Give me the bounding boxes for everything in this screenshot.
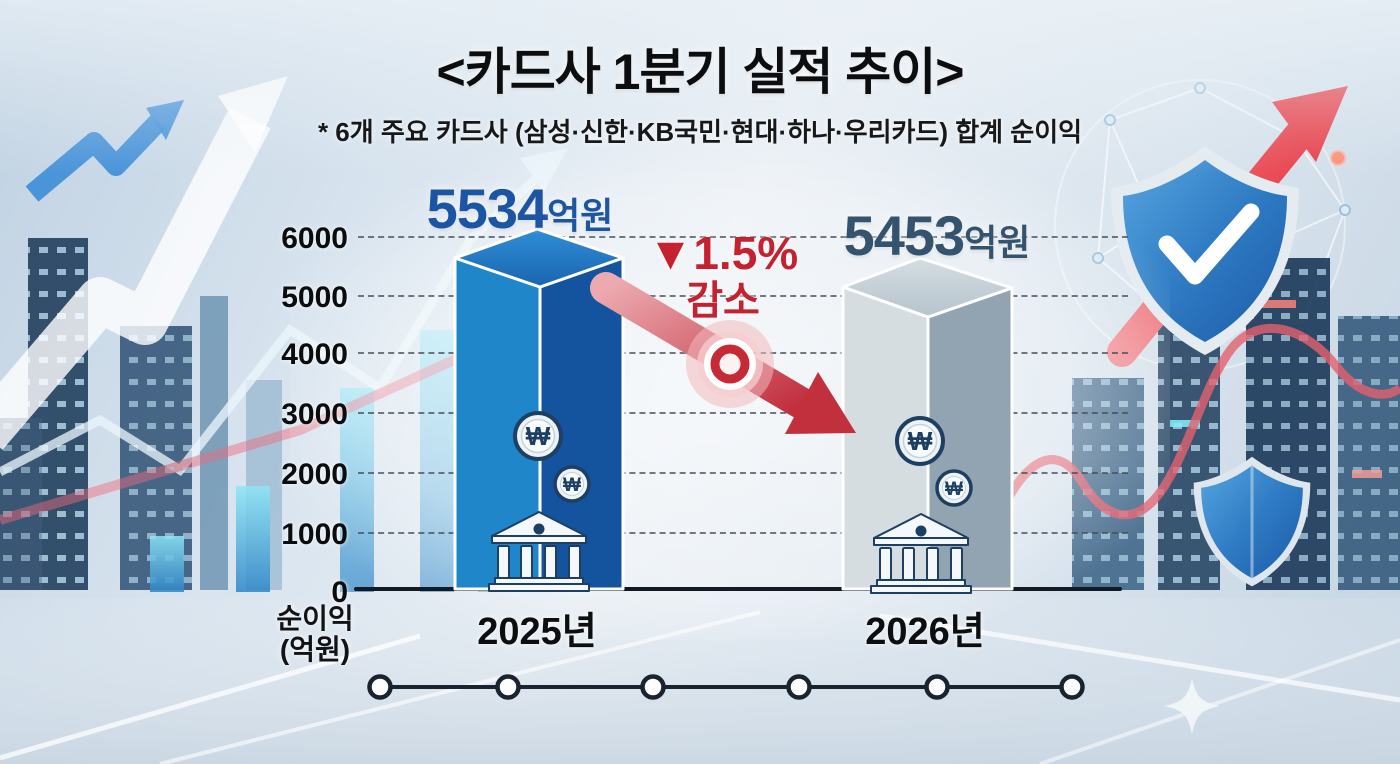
down-triangle-icon: ▼ [647,227,694,279]
value-label-2025: 5534억원 [370,176,670,241]
ytick-4000: 4000 [281,338,348,371]
gridline-6000 [358,236,1128,238]
won-coin-icon: ₩ [553,465,591,503]
timeline-node [640,674,666,700]
decrease-label: 감소 [686,278,760,323]
ytick-0: 0 [331,576,348,609]
timeline-node [367,674,393,700]
category-label-2025: 2025년 [477,611,597,653]
ytick-6000: 6000 [281,222,348,255]
won-coin-icon: ₩ [935,469,973,507]
ytick-5000: 5000 [281,281,348,314]
gridline-2000 [358,472,1128,474]
y-axis-unit-line1: 순이익 [276,603,354,634]
bar-2025 [453,227,625,591]
value-2025: 5534 [426,177,549,240]
timeline-node [786,674,812,700]
gridline-3000 [358,412,1128,414]
decrease-annotation: ▼1.5% 감소 [618,230,828,322]
header-backdrop [0,0,1400,175]
value-unit-2026: 억원 [964,222,1031,263]
x-axis-line [354,587,1122,591]
page-title: <카드사 1분기 실적 추이> [436,44,965,100]
value-2026: 5453 [843,204,966,267]
svg-text:₩: ₩ [563,475,581,496]
ytick-3000: 3000 [281,398,348,431]
won-coin-icon: ₩ [513,411,563,461]
y-axis-unit-line2: (억원) [279,633,351,665]
svg-text:₩: ₩ [908,426,933,456]
svg-text:₩: ₩ [945,479,963,500]
bank-icon [870,513,972,594]
won-coin-icon: ₩ [895,416,945,466]
gridline-1000 [358,532,1128,534]
y-axis-unit-label: 순이익 (억원) [248,603,382,666]
chart-subtitle: * 6개 주요 카드사 (삼성·신한·KB국민·현대·하나·우리카드) 합계 순… [317,117,1083,147]
bank-icon [488,511,590,592]
value-label-2026: 5453억원 [787,203,1087,268]
ytick-2000: 2000 [281,458,348,491]
ytick-1000: 1000 [281,518,348,551]
falling-arrow-icon [590,272,856,434]
decrease-percent: 1.5% [693,227,799,279]
sparkle-icon [1164,678,1220,734]
category-label-2026: 2026년 [865,611,985,653]
timeline-node [924,674,950,700]
timeline-node [1059,674,1085,700]
shield-icon [1193,456,1311,587]
svg-text:₩: ₩ [526,421,551,451]
value-unit-2025: 억원 [547,195,614,236]
timeline-node [495,674,521,700]
gridline-5000 [358,295,1128,297]
timeline [367,674,1085,700]
bar-2026 [841,256,1014,591]
